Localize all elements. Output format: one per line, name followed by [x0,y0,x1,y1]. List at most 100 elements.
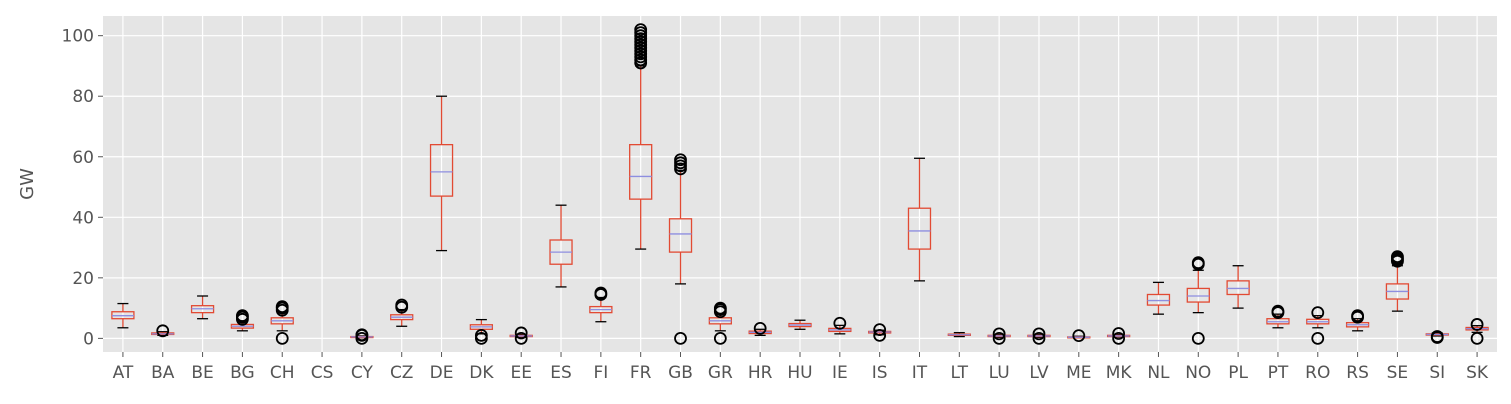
x-tick-label: CS [311,363,334,383]
y-tick-label: 100 [62,27,94,47]
outlier-point [1470,331,1484,345]
boxes [111,23,1489,345]
x-tick-label: GB [668,363,693,383]
x-tick-label: CZ [390,363,414,383]
outlier-point [873,323,887,337]
box-AT [111,302,135,329]
box-IE [828,316,852,335]
box-CY [350,328,374,345]
box-BA [151,324,175,338]
box-NL [1146,281,1171,315]
outlier-point [1191,331,1205,345]
box-LT [947,331,971,338]
outlier-point [992,331,1006,345]
box-SE [1385,250,1410,312]
outlier-point [1032,331,1046,345]
x-tick-label: ES [550,363,572,383]
box-PL [1226,265,1250,309]
outlier-point [992,327,1006,341]
outlier-point [713,301,727,315]
outlier-point [594,286,608,300]
box-CH [270,300,294,345]
x-tick-label: ME [1066,363,1091,383]
outlier-point [1112,327,1126,340]
y-tick-label: 20 [72,269,94,289]
x-tick-label: PT [1268,363,1289,383]
box-EE [509,326,533,345]
box-GB [668,153,693,345]
box-BG [230,309,255,332]
box-FR [629,23,653,250]
outlier-point [355,328,369,342]
box-iqr [907,207,932,250]
outlier-point [1311,306,1325,320]
x-tick-label: LV [1029,363,1049,383]
x-tick-label: BA [151,363,175,383]
x-tick-label: EE [510,363,531,383]
x-tick-label: CH [270,363,295,383]
x-tick-label: HR [748,363,773,383]
outlier-point [1351,309,1364,323]
box-FI [589,286,613,323]
x-tick-label: SE [1387,363,1409,383]
x-tick-label: CY [351,363,374,383]
box-DK [469,318,494,345]
x-tick-label: BE [191,363,213,383]
box-HU [788,319,812,330]
outlier-point [514,326,528,340]
box-iqr [1186,287,1210,303]
x-tick-label: NO [1185,363,1211,383]
y-tick-label: 40 [72,208,94,228]
outlier-point [1191,256,1205,270]
box-iqr [1146,293,1171,306]
outlier-point [235,309,249,323]
outlier-point [833,316,847,330]
x-tick-label: BG [230,363,255,383]
box-SK [1465,318,1489,345]
x-tick-label: RS [1346,363,1369,383]
outlier-point [1311,331,1325,345]
box-BE [190,295,215,320]
x-tick-label: SI [1429,363,1445,383]
box-iqr [1226,280,1250,296]
outlier-point [1470,318,1484,331]
y-tick-label: 80 [72,87,94,107]
x-tick-label: FR [630,363,652,383]
box-ME [1067,329,1091,343]
box-NO [1186,256,1210,345]
outlier-point [674,153,687,167]
x-tick-label: GR [708,363,733,383]
x-tick-label: NL [1147,363,1170,383]
box-MK [1106,327,1131,345]
box-iqr [429,143,454,197]
box-RS [1345,309,1370,332]
box-HR [748,321,772,337]
outlier-point [753,321,767,335]
outlier-point [674,331,687,345]
outlier-point [275,331,289,345]
box-iqr [668,218,693,253]
outlier-point [873,328,887,342]
box-IT [907,157,932,282]
y-tick-label: 0 [83,329,94,349]
box-iqr [629,143,653,200]
x-tick-label: LT [951,363,969,383]
x-tick-label: IE [832,363,848,383]
y-axis: 0 20 40 60 80 100 [62,27,103,349]
x-tick-label: AT [113,363,134,383]
outlier-point [474,328,488,342]
x-tick-label: PL [1228,363,1248,383]
outlier-point [395,298,409,312]
x-tick-label: DK [469,363,494,383]
outlier-point [275,300,289,313]
outlier-point [1430,330,1444,343]
x-tick-label: IS [872,363,888,383]
x-axis: AT BA BE BG CH CS CY CZ DE DK EE ES FI FR GB GR HR HU IE IS… [113,352,1489,383]
y-axis-label: GW [17,168,38,200]
outlier-point [634,23,648,37]
outlier-point [1032,327,1046,341]
outlier-point [514,331,528,345]
x-tick-label: LU [989,363,1010,383]
x-tick-label: HU [787,363,812,383]
